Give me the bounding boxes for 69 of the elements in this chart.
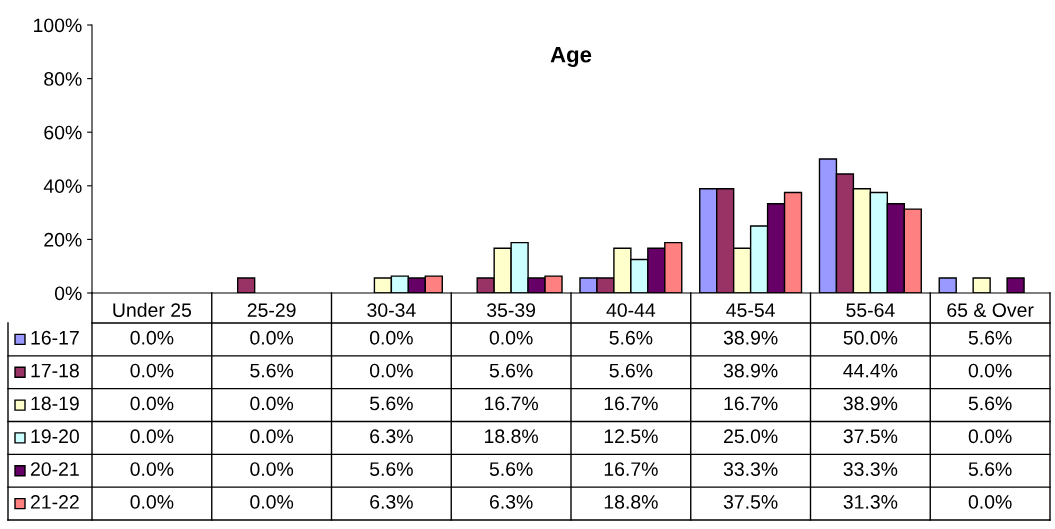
x-tick-label: 65 & Over	[947, 303, 1034, 317]
data-label: 5.6%	[609, 363, 653, 378]
x-tick-label: 25-29	[247, 303, 296, 317]
data-label: 5.6%	[489, 363, 533, 378]
data-label: 0.0%	[968, 429, 1012, 444]
legend-label: 18-19	[31, 396, 79, 411]
legend-label: 19-20	[31, 429, 79, 444]
data-label: 6.3%	[370, 495, 413, 509]
data-label: 37.5%	[723, 495, 778, 509]
data-label: 0.0%	[250, 396, 294, 411]
x-tick-label: Under 25	[113, 302, 192, 317]
data-label: 0.0%	[130, 495, 174, 509]
y-tick-label: 40%	[43, 179, 82, 194]
data-label: 38.9%	[843, 396, 898, 411]
data-label: 5.6%	[250, 363, 294, 378]
data-label: 31.3%	[843, 495, 898, 509]
data-label: 0.0%	[130, 330, 174, 345]
data-label: 5.6%	[369, 462, 413, 476]
data-label: 0.0%	[250, 429, 294, 444]
data-label: 5.6%	[609, 330, 653, 345]
data-label: 33.3%	[723, 462, 778, 476]
data-label: 50.0%	[843, 330, 898, 345]
data-label: 16.7%	[485, 396, 538, 411]
data-label: 5.6%	[968, 330, 1012, 345]
data-label: 5.6%	[489, 462, 533, 476]
data-label: 6.3%	[370, 429, 413, 444]
data-label: 16.7%	[604, 396, 658, 411]
y-tick-label: 0%	[54, 286, 82, 301]
legend-label: 20-21	[30, 462, 79, 476]
data-label: 6.3%	[489, 495, 533, 509]
data-label: 0.0%	[369, 330, 413, 345]
x-tick-label: 55-64	[846, 303, 895, 317]
data-label: 0.0%	[250, 330, 294, 345]
data-label: 37.5%	[843, 429, 898, 444]
data-label: 38.9%	[723, 363, 778, 378]
data-label: 25.0%	[724, 429, 778, 444]
data-label: 5.6%	[968, 462, 1012, 476]
legend-label: 16-17	[31, 330, 79, 345]
y-tick-label: 100%	[34, 18, 82, 33]
data-label: 0.0%	[968, 495, 1012, 509]
y-tick-label: 20%	[44, 232, 82, 247]
data-label: 5.6%	[968, 396, 1012, 411]
data-label: 12.5%	[604, 429, 658, 444]
data-label: 0.0%	[130, 462, 174, 476]
data-label: 18.8%	[485, 429, 538, 444]
data-label: 0.0%	[130, 363, 174, 378]
data-label: 16.7%	[604, 462, 658, 476]
x-tick-label: 35-39	[487, 303, 536, 317]
data-label: 0.0%	[489, 330, 533, 345]
data-label: 0.0%	[130, 429, 174, 444]
data-label: 0.0%	[968, 363, 1012, 378]
y-tick-label: 80%	[44, 72, 82, 86]
legend-label: 17-18	[31, 363, 79, 378]
legend-label: 21-22	[30, 495, 79, 509]
x-tick-label: 40-44	[606, 303, 656, 317]
data-label: 38.9%	[723, 330, 778, 345]
data-label: 0.0%	[250, 462, 294, 476]
x-tick-label: 30-34	[367, 303, 416, 317]
data-label: 5.6%	[369, 396, 413, 411]
data-label: 0.0%	[250, 495, 294, 509]
data-label: 18.8%	[604, 495, 658, 509]
x-tick-label: 45-54	[726, 303, 775, 317]
data-label: 0.0%	[369, 363, 413, 378]
data-label: 16.7%	[724, 396, 778, 411]
data-label: 0.0%	[130, 396, 174, 411]
y-tick-label: 60%	[44, 125, 82, 140]
text: Age	[550, 46, 592, 67]
data-label: 33.3%	[843, 462, 898, 476]
data-label: 44.4%	[843, 363, 898, 378]
